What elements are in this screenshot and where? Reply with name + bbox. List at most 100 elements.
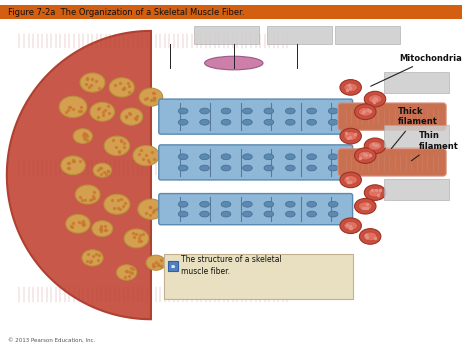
Ellipse shape — [74, 184, 101, 205]
Text: Thick
filament: Thick filament — [392, 107, 438, 148]
FancyBboxPatch shape — [384, 125, 449, 147]
Ellipse shape — [108, 138, 127, 153]
Ellipse shape — [243, 119, 252, 125]
Ellipse shape — [340, 80, 361, 95]
Ellipse shape — [178, 211, 188, 217]
Polygon shape — [7, 31, 151, 319]
Ellipse shape — [358, 107, 372, 116]
Ellipse shape — [243, 108, 252, 114]
Text: Figure 7-2a  The Organization of a Skeletal Muscle Fiber.: Figure 7-2a The Organization of a Skelet… — [8, 8, 244, 17]
Ellipse shape — [61, 98, 85, 116]
Ellipse shape — [140, 201, 162, 217]
Ellipse shape — [89, 102, 116, 122]
Ellipse shape — [122, 228, 150, 249]
Ellipse shape — [133, 146, 159, 165]
FancyBboxPatch shape — [159, 145, 353, 180]
Ellipse shape — [200, 108, 210, 114]
Ellipse shape — [358, 202, 372, 211]
Ellipse shape — [81, 248, 105, 267]
Ellipse shape — [355, 198, 376, 214]
Ellipse shape — [92, 221, 112, 236]
Ellipse shape — [307, 108, 317, 114]
Ellipse shape — [328, 108, 338, 114]
Ellipse shape — [285, 211, 295, 217]
Ellipse shape — [200, 201, 210, 207]
Ellipse shape — [340, 218, 361, 234]
Ellipse shape — [59, 155, 87, 176]
Ellipse shape — [221, 108, 231, 114]
Ellipse shape — [264, 165, 273, 171]
Ellipse shape — [73, 129, 92, 144]
FancyBboxPatch shape — [167, 261, 178, 272]
Ellipse shape — [264, 154, 273, 160]
Ellipse shape — [145, 254, 167, 272]
Ellipse shape — [285, 119, 295, 125]
Ellipse shape — [340, 172, 361, 188]
Ellipse shape — [178, 154, 188, 160]
Ellipse shape — [264, 108, 273, 114]
Ellipse shape — [118, 106, 145, 127]
Ellipse shape — [364, 232, 377, 241]
Ellipse shape — [243, 201, 252, 207]
Ellipse shape — [307, 211, 317, 217]
Ellipse shape — [355, 148, 376, 163]
Ellipse shape — [200, 211, 210, 217]
Ellipse shape — [368, 141, 382, 150]
FancyBboxPatch shape — [384, 72, 449, 93]
Ellipse shape — [344, 132, 357, 141]
FancyBboxPatch shape — [164, 254, 353, 299]
FancyBboxPatch shape — [267, 26, 332, 44]
Ellipse shape — [328, 119, 338, 125]
Ellipse shape — [178, 201, 188, 207]
Text: © 2013 Pearson Education, Inc.: © 2013 Pearson Education, Inc. — [8, 338, 95, 343]
Ellipse shape — [114, 262, 140, 283]
Text: a: a — [170, 264, 174, 269]
Ellipse shape — [368, 95, 382, 103]
Ellipse shape — [243, 154, 252, 160]
Ellipse shape — [340, 128, 361, 144]
Ellipse shape — [109, 78, 134, 97]
Ellipse shape — [355, 104, 376, 120]
Ellipse shape — [178, 165, 188, 171]
Ellipse shape — [243, 211, 252, 217]
Ellipse shape — [82, 74, 104, 91]
Ellipse shape — [285, 201, 295, 207]
Ellipse shape — [243, 165, 252, 171]
Ellipse shape — [200, 154, 210, 160]
Ellipse shape — [221, 165, 231, 171]
Ellipse shape — [365, 91, 386, 107]
Ellipse shape — [344, 83, 357, 92]
FancyBboxPatch shape — [159, 99, 353, 134]
Ellipse shape — [328, 154, 338, 160]
Ellipse shape — [368, 188, 382, 197]
Ellipse shape — [264, 211, 273, 217]
Ellipse shape — [221, 119, 231, 125]
Ellipse shape — [358, 151, 372, 160]
Ellipse shape — [307, 154, 317, 160]
Ellipse shape — [285, 154, 295, 160]
Ellipse shape — [328, 165, 338, 171]
Ellipse shape — [178, 119, 188, 125]
Ellipse shape — [140, 89, 162, 105]
Ellipse shape — [307, 165, 317, 171]
Ellipse shape — [264, 119, 273, 125]
Ellipse shape — [285, 108, 295, 114]
Ellipse shape — [365, 138, 386, 154]
Ellipse shape — [106, 196, 128, 213]
Ellipse shape — [221, 211, 231, 217]
Ellipse shape — [264, 201, 273, 207]
Text: Thin
filament: Thin filament — [411, 131, 459, 161]
Ellipse shape — [359, 229, 381, 244]
Text: The structure of a skeletal
muscle fiber.: The structure of a skeletal muscle fiber… — [181, 255, 282, 276]
Ellipse shape — [307, 119, 317, 125]
FancyBboxPatch shape — [194, 26, 259, 44]
Ellipse shape — [344, 176, 357, 184]
FancyBboxPatch shape — [159, 193, 353, 225]
FancyBboxPatch shape — [0, 5, 462, 19]
Ellipse shape — [93, 163, 111, 177]
Ellipse shape — [221, 154, 231, 160]
Ellipse shape — [307, 201, 317, 207]
Ellipse shape — [200, 165, 210, 171]
Ellipse shape — [285, 165, 295, 171]
Ellipse shape — [178, 108, 188, 114]
